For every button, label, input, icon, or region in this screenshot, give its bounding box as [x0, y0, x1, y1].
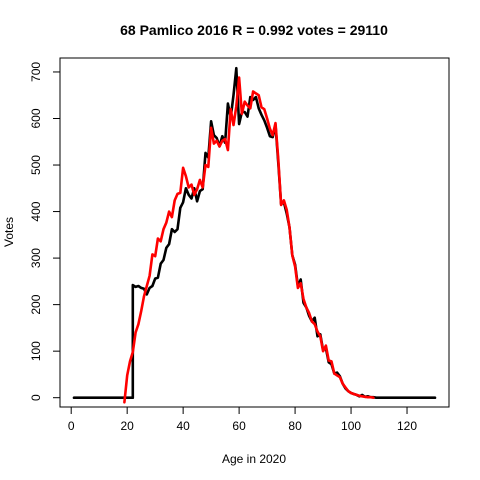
y-tick-label: 400: [29, 201, 43, 221]
x-axis: 0 20 40 60 80 100 120: [68, 406, 417, 433]
x-tick-label: 0: [68, 419, 75, 433]
y-tick-label: 100: [29, 341, 43, 361]
y-tick-label: 0: [29, 394, 43, 401]
series-line-model: [123, 76, 375, 404]
x-tick-label: 20: [120, 419, 134, 433]
y-tick-label: 700: [29, 62, 43, 82]
y-tick-label: 300: [29, 248, 43, 268]
x-tick-label: 100: [341, 419, 361, 433]
x-tick-label: 60: [232, 419, 246, 433]
y-tick-label: 600: [29, 108, 43, 128]
x-tick-label: 120: [397, 419, 417, 433]
y-axis: 0 100 200 300 400 500 600 700: [29, 62, 61, 401]
x-tick-label: 80: [288, 419, 302, 433]
series-layer: [72, 66, 437, 404]
x-tick-label: 40: [176, 419, 190, 433]
y-axis-label: Votes: [2, 217, 16, 247]
y-tick-label: 200: [29, 294, 43, 314]
x-axis-label: Age in 2020: [222, 452, 286, 466]
series-line-actual: [72, 66, 437, 400]
y-tick-label: 500: [29, 155, 43, 175]
chart-title: 68 Pamlico 2016 R = 0.992 votes = 29110: [120, 22, 388, 38]
